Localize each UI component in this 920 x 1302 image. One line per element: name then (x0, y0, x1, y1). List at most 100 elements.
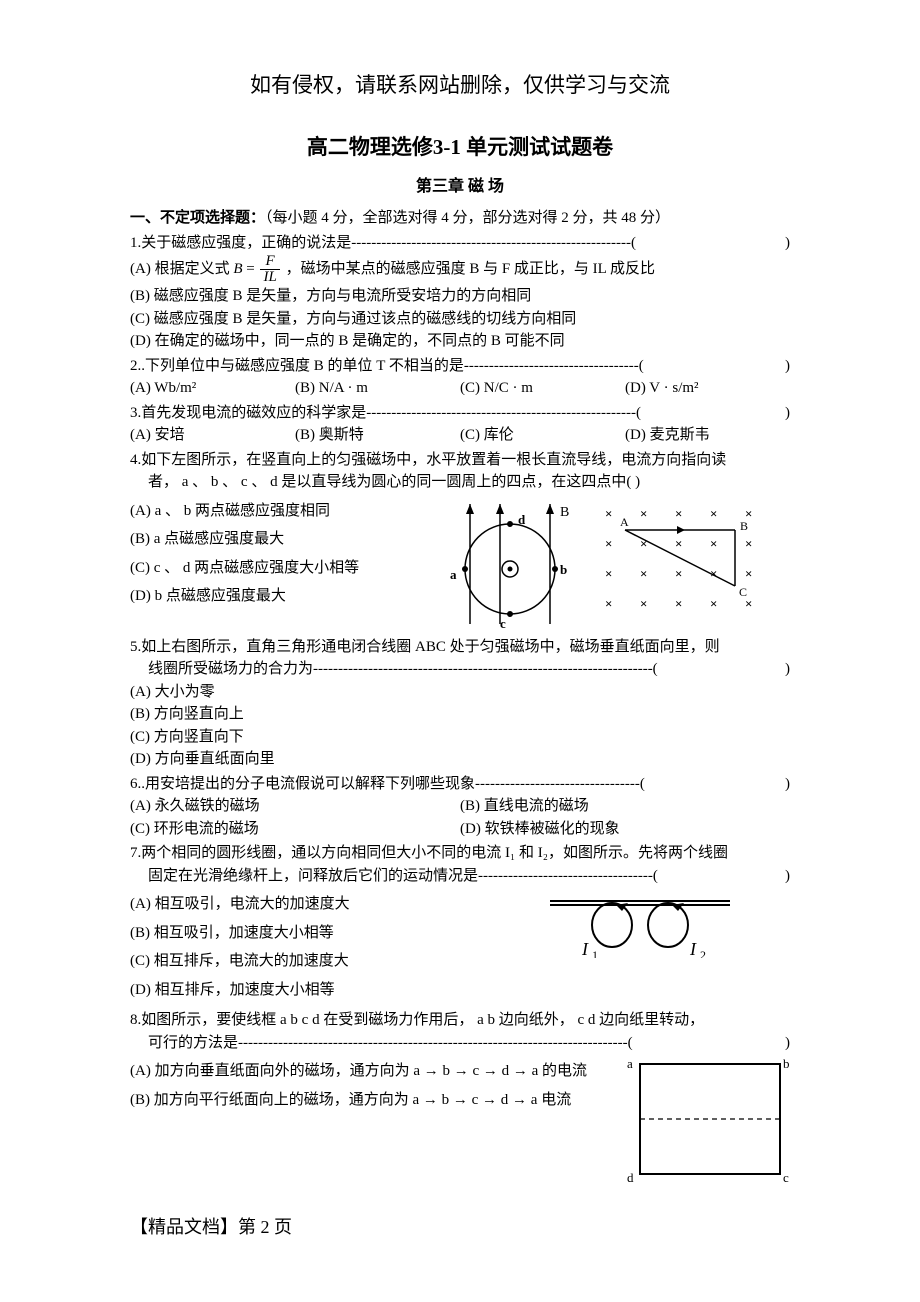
svg-text:B: B (740, 519, 748, 533)
q1a-num: F (260, 254, 279, 270)
q4-stem1: 4.如下左图所示，在竖直向上的匀强磁场中，水平放置着一根长直流导线，电流方向指向… (130, 449, 790, 472)
q1-optB: (B) 磁感应强度 B 是矢量，方向与电流所受安培力的方向相同 (130, 285, 790, 308)
q6-c: (C) 环形电流的磁场 (130, 818, 460, 841)
q1-optC: (C) 磁感应强度 B 是矢量，方向与通过该点的磁感线的切线方向相同 (130, 308, 790, 331)
q7-stem2-row: 固定在光滑绝缘杆上，问释放后它们的运动情况是------------------… (130, 865, 790, 888)
q7-stem1: 7.两个相同的圆形线圈，通以方向相同但大小不同的电流 I₁ 和 I₂，如图所示。… (130, 842, 790, 865)
svg-text:×: × (605, 506, 612, 521)
q5-b: (B) 方向竖直向上 (130, 703, 790, 726)
svg-text:b: b (560, 562, 567, 577)
svg-text:b: b (783, 1056, 790, 1071)
section1-bold: 一、不定项选择题： (130, 210, 265, 226)
q3-paren: ) (785, 402, 790, 425)
q8-stem2-row: 可行的方法是----------------------------------… (130, 1032, 790, 1055)
q3-b: (B) 奥斯特 (295, 424, 460, 447)
q5-a: (A) 大小为零 (130, 681, 790, 704)
q2-stem-row: 2..下列单位中与磁感应强度 B 的单位 T 不相当的是------------… (130, 355, 790, 378)
q3-c: (C) 库伦 (460, 424, 625, 447)
q5-stem2-row: 线圈所受磁场力的合力为-----------------------------… (130, 658, 790, 681)
svg-text:×: × (640, 596, 647, 611)
svg-text:2: 2 (700, 948, 706, 958)
q5-paren: ) (785, 658, 790, 681)
q5-d: (D) 方向垂直纸面向里 (130, 748, 790, 771)
q6-paren: ) (785, 773, 790, 796)
svg-text:×: × (605, 596, 612, 611)
q6-stem: 6..用安培提出的分子电流假说可以解释下列哪些现象 (130, 776, 475, 792)
svg-text:×: × (745, 566, 752, 581)
svg-text:×: × (710, 536, 717, 551)
q6-a: (A) 永久磁铁的磁场 (130, 795, 460, 818)
q3-options: (A) 安培 (B) 奥斯特 (C) 库伦 (D) 麦克斯韦 (130, 424, 790, 447)
q4-figures: B d b c a (430, 494, 790, 634)
q5: 5.如上右图所示，直角三角形通电闭合线圈 ABC 处于匀强磁场中，磁场垂直纸面向… (130, 636, 790, 771)
q4-B-label: B (560, 505, 569, 520)
q4-svg: B d b c a (430, 494, 790, 634)
svg-text:×: × (710, 506, 717, 521)
q4-fig-left: B d b c a (450, 504, 569, 631)
q1a-post: ，磁场中某点的磁感应强度 B 与 F 成正比，与 IL 成反比 (286, 261, 655, 277)
svg-text:×: × (675, 596, 682, 611)
q7-paren: ) (785, 865, 790, 888)
q1a-eq: = (243, 261, 259, 277)
svg-text:d: d (518, 512, 526, 527)
svg-text:×: × (675, 536, 682, 551)
svg-text:c: c (500, 616, 506, 631)
q6-d: (D) 软铁棒被磁化的现象 (460, 818, 790, 841)
q3-d: (D) 麦克斯韦 (625, 424, 790, 447)
svg-text:×: × (605, 566, 612, 581)
svg-text:×: × (640, 506, 647, 521)
q1a-Bvar: B (233, 261, 242, 277)
q6-stem-row: 6..用安培提出的分子电流假说可以解释下列哪些现象---------------… (130, 773, 790, 796)
doc-title: 高二物理选修3-1 单元测试试题卷 (130, 132, 790, 164)
svg-text:d: d (627, 1170, 634, 1184)
section1-heading: 一、不定项选择题：（每小题 4 分，全部选对得 4 分，部分选对得 2 分，共 … (130, 207, 790, 230)
q7-stem2: 固定在光滑绝缘杆上，问释放后它们的运动情况是 (148, 868, 478, 884)
svg-text:×: × (710, 596, 717, 611)
q8: 8.如图所示，要使线框 a b c d 在受到磁场力作用后， a b 边向纸外，… (130, 1009, 790, 1184)
q8-svg: a b c d (625, 1054, 790, 1184)
q8-stem1: 8.如图所示，要使线框 a b c d 在受到磁场力作用后， a b 边向纸外，… (130, 1009, 790, 1032)
q1-stem: 1.关于磁感应强度，正确的说法是 (130, 235, 351, 251)
q3: 3.首先发现电流的磁效应的科学家是-----------------------… (130, 402, 790, 447)
q2-stem: 2..下列单位中与磁感应强度 B 的单位 T 不相当的是 (130, 358, 464, 374)
q3-stem: 3.首先发现电流的磁效应的科学家是 (130, 405, 366, 421)
svg-text:A: A (620, 515, 629, 529)
q4: 4.如下左图所示，在竖直向上的匀强磁场中，水平放置着一根长直流导线，电流方向指向… (130, 449, 790, 634)
page: 如有侵权，请联系网站删除，仅供学习与交流 高二物理选修3-1 单元测试试题卷 第… (0, 0, 920, 1271)
q2-paren: ) (785, 355, 790, 378)
svg-text:×: × (675, 566, 682, 581)
q5-c: (C) 方向竖直向下 (130, 726, 790, 749)
svg-text:c: c (783, 1170, 789, 1184)
svg-text:1: 1 (592, 948, 598, 958)
q2-d: (D) V · s/m² (625, 377, 790, 400)
q3-a: (A) 安培 (130, 424, 295, 447)
q1-stem-row: 1.关于磁感应强度，正确的说法是------------------------… (130, 232, 790, 255)
svg-text:I: I (581, 939, 589, 958)
q8-stem2: 可行的方法是 (148, 1035, 238, 1051)
q2-c: (C) N/C · m (460, 377, 625, 400)
q1a-den: IL (260, 270, 279, 285)
q7: 7.两个相同的圆形线圈，通以方向相同但大小不同的电流 I₁ 和 I₂，如图所示。… (130, 842, 790, 1007)
svg-text:C: C (739, 585, 747, 599)
q1-optA: (A) 根据定义式 B = FIL ，磁场中某点的磁感应强度 B 与 F 成正比… (130, 254, 790, 285)
q2-options: (A) Wb/m² (B) N/A · m (C) N/C · m (D) V … (130, 377, 790, 400)
q7-svg: I1 I2 (550, 893, 730, 958)
svg-text:a: a (627, 1056, 633, 1071)
q3-stem-row: 3.首先发现电流的磁效应的科学家是-----------------------… (130, 402, 790, 425)
doc-subtitle: 第三章 磁 场 (130, 175, 790, 199)
svg-text:×: × (605, 536, 612, 551)
section1-rest: （每小题 4 分，全部选对得 4 分，部分选对得 2 分，共 48 分） (265, 210, 670, 226)
q4-fig-right: ××××× ××××× ××××× ××××× A B C (605, 506, 752, 611)
svg-text:×: × (745, 536, 752, 551)
q1-paren: ) (785, 232, 790, 255)
q4-stem2: 者， a 、 b 、 c 、 d 是以直导线为圆心的同一圆周上的四点，在这四点中… (130, 471, 790, 494)
q1a-fraction: FIL (260, 254, 279, 285)
q2: 2..下列单位中与磁感应强度 B 的单位 T 不相当的是------------… (130, 355, 790, 400)
q1-optD: (D) 在确定的磁场中，同一点的 B 是确定的，不同点的 B 可能不同 (130, 330, 790, 353)
q6-b: (B) 直线电流的磁场 (460, 795, 790, 818)
q8-figure: a b c d (625, 1054, 790, 1184)
notice-text: 如有侵权，请联系网站删除，仅供学习与交流 (130, 70, 790, 102)
q6-options: (A) 永久磁铁的磁场 (B) 直线电流的磁场 (C) 环形电流的磁场 (D) … (130, 795, 790, 840)
q5-stem1: 5.如上右图所示，直角三角形通电闭合线圈 ABC 处于匀强磁场中，磁场垂直纸面向… (130, 636, 790, 659)
q2-a: (A) Wb/m² (130, 377, 295, 400)
